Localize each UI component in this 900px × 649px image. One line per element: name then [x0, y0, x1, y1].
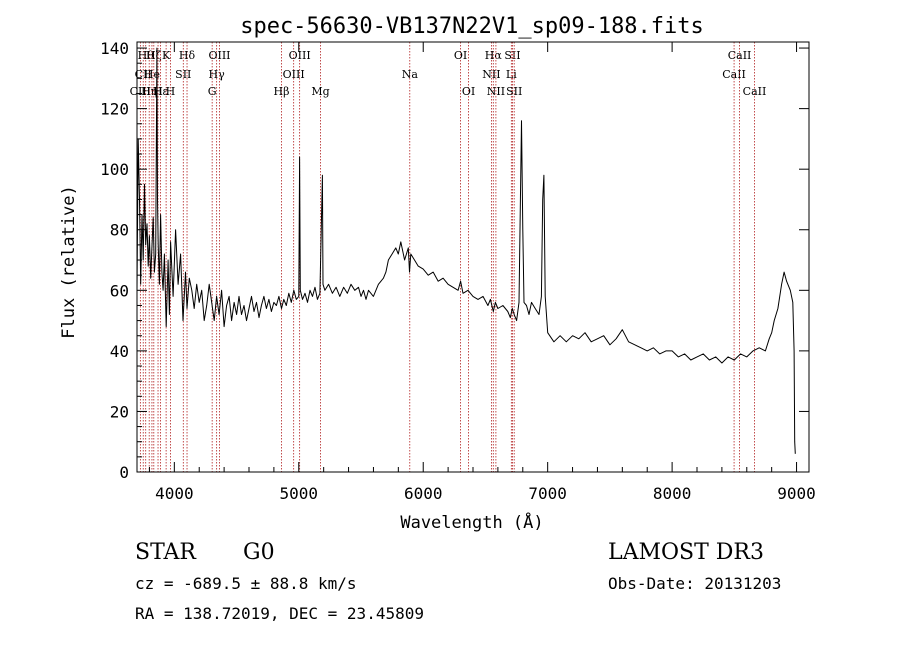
marker-label-10: SII [175, 68, 191, 81]
marker-label-3: Hη [141, 85, 157, 98]
line-markers: CIIICIIHθHηHeHζHHεKHSIIHδGHγOIIIHβOIIIOI… [130, 42, 767, 472]
x-tick-label-0: 4000 [155, 484, 194, 503]
y-tick-label-0: 0 [119, 463, 129, 482]
y-tick-label-7: 140 [100, 39, 129, 58]
x-tick-label-1: 5000 [280, 484, 319, 503]
plot-frame [136, 41, 810, 473]
axis-ticks: 4000 5000 6000 7000 8000 9000 0 20 40 60 80 100 120 1… [100, 39, 816, 503]
marker-label-2: Hθ [138, 49, 155, 62]
marker-label-25: Li [506, 68, 517, 81]
marker-label-29: CaII [728, 49, 752, 62]
object-class: STAR [135, 540, 196, 565]
marker-label-27: SII [506, 85, 522, 98]
marker-label-12: G [208, 85, 217, 98]
x-tick-label-3: 7000 [528, 484, 567, 503]
marker-label-9: H [166, 85, 176, 98]
x-tick-label-2: 6000 [404, 484, 443, 503]
marker-label-6: H [153, 85, 163, 98]
marker-label-22: NII [482, 68, 500, 81]
marker-label-26: SII [504, 49, 520, 62]
marker-label-17: OIII [289, 49, 311, 62]
x-axis-label: Wavelength (Å) [400, 511, 543, 533]
marker-label-8: K [162, 49, 171, 62]
y-tick-label-3: 60 [110, 281, 129, 300]
marker-label-5: Hζ [146, 49, 162, 62]
y-tick-label-1: 20 [110, 402, 129, 421]
marker-label-20: OI [454, 49, 467, 62]
redshift-readout: cz = -689.5 ± 88.8 km/s [135, 574, 357, 593]
marker-label-18: Mg [311, 85, 329, 98]
marker-label-19: Na [402, 68, 419, 81]
marker-label-30: CaII [743, 85, 767, 98]
y-tick-label-5: 100 [100, 160, 129, 179]
marker-label-15: Hβ [274, 85, 290, 98]
chart-title: spec-56630-VB137N22V1_sp09-188.fits [240, 14, 704, 39]
survey-name: LAMOST DR3 [608, 540, 764, 565]
marker-label-1: CII [135, 68, 152, 81]
marker-label-16: OIII [283, 68, 305, 81]
marker-label-23: Hα [485, 49, 503, 62]
x-tick-label-5: 9000 [777, 484, 816, 503]
marker-label-24: NII [487, 85, 505, 98]
y-tick-label-6: 120 [100, 100, 129, 119]
marker-label-28: CaII [722, 68, 746, 81]
y-axis-label: Flux (relative) [59, 185, 79, 339]
spectrum-series [136, 47, 796, 454]
object-subclass: G0 [243, 540, 275, 565]
spectrum-chart: spec-56630-VB137N22V1_sp09-188.fits Flux… [59, 14, 816, 533]
marker-label-4: He [144, 68, 160, 81]
marker-label-14: OIII [208, 49, 230, 62]
marker-label-11: Hδ [179, 49, 196, 62]
observation-date: Obs-Date: 20131203 [608, 574, 782, 593]
coordinates-readout: RA = 138.72019, DEC = 23.45809 [135, 604, 424, 623]
marker-label-13: Hγ [209, 68, 226, 81]
marker-label-21: OI [462, 85, 475, 98]
y-tick-label-4: 80 [110, 221, 129, 240]
x-tick-label-4: 8000 [653, 484, 692, 503]
y-tick-label-2: 40 [110, 342, 129, 361]
spectrum-line [136, 47, 796, 454]
